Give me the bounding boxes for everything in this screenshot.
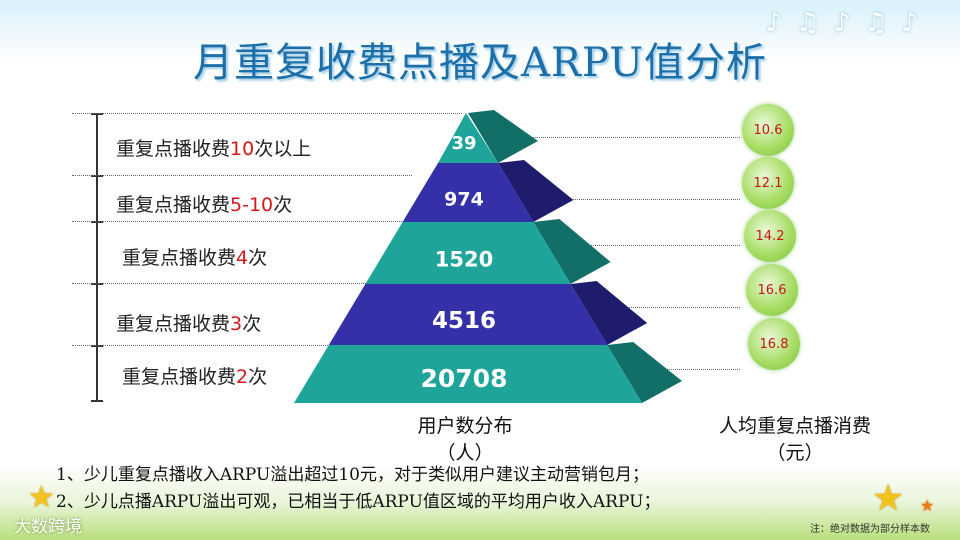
page-title: 月重复收费点播及ARPU值分析 xyxy=(193,40,767,86)
users-value-4: 4516 xyxy=(432,308,496,334)
small-star-icon: ★ xyxy=(920,496,935,515)
watermark-logo: 大数跨境 xyxy=(14,517,82,537)
level-label-prefix: 重复点播收费 xyxy=(116,313,231,335)
pyramid-layer-side-1 xyxy=(468,110,538,163)
pyramid-layer-side-3 xyxy=(533,219,611,284)
arpu-value-4: 16.6 xyxy=(746,264,798,316)
guide-line-right xyxy=(564,245,740,246)
pyramid-layer-4 xyxy=(328,284,608,345)
arpu-value-2: 12.1 xyxy=(742,157,794,209)
level-label-prefix: 重复点播收费 xyxy=(122,366,237,388)
pyramid-layer-2 xyxy=(402,163,534,222)
guide-line-right xyxy=(600,307,740,308)
pyramid-layer-side-5 xyxy=(607,342,682,403)
ruler-tick xyxy=(91,221,103,223)
level-label-count: 4 xyxy=(236,247,249,269)
ruler-tick xyxy=(91,113,103,115)
level-label-count: 2 xyxy=(236,366,249,388)
arpu-axis-label: 人均重复点播消费 xyxy=(718,415,871,437)
level-label-4: 重复点播收费3次 xyxy=(116,309,261,336)
guide-line-right xyxy=(528,199,740,200)
star-icon-right: ★ xyxy=(872,478,905,519)
arpu-axis-unit: （元） xyxy=(766,442,824,464)
level-label-suffix: 次 xyxy=(248,247,268,269)
pyramid-layer-3 xyxy=(365,222,571,284)
level-label-1: 重复点播收费10次以上 xyxy=(116,134,311,161)
users-value-2: 974 xyxy=(444,188,484,210)
level-label-suffix: 次 xyxy=(273,194,293,216)
level-label-count: 3 xyxy=(230,313,243,335)
guide-line-left xyxy=(72,175,412,176)
pyramid-layer-5 xyxy=(294,345,642,403)
pyramid-layer-side-2 xyxy=(498,160,574,222)
arpu-value-5: 16.8 xyxy=(748,318,800,370)
users-axis-caption: 用户数分布 （人） xyxy=(395,411,535,465)
users-value-5: 20708 xyxy=(421,364,508,393)
level-label-5: 重复点播收费2次 xyxy=(122,362,267,389)
level-label-count: 5-10 xyxy=(230,194,274,216)
sky-banner xyxy=(0,0,960,62)
ruler-tick xyxy=(91,283,103,285)
users-value-3: 1520 xyxy=(435,248,493,272)
level-label-suffix: 次 xyxy=(248,366,268,388)
star-icon-left: ★ xyxy=(28,480,55,515)
note-2: 2、少儿点播ARPU溢出可观，已相当于低ARPU值区域的平均用户收入ARPU； xyxy=(56,492,661,512)
arpu-value-1: 10.6 xyxy=(742,104,794,156)
arpu-axis-caption: 人均重复点播消费 （元） xyxy=(700,411,890,465)
arpu-value-3: 14.2 xyxy=(744,210,796,262)
level-label-2: 重复点播收费5-10次 xyxy=(116,190,292,217)
guide-line-right xyxy=(492,137,740,138)
note-1: 1、少儿重复点播收入ARPU溢出超过10元，对于类似用户建议主动营销包月； xyxy=(56,465,649,485)
level-label-3: 重复点播收费4次 xyxy=(122,243,267,270)
ruler-tick xyxy=(91,400,103,402)
users-value-1: 39 xyxy=(451,133,476,154)
pyramid-layer-1 xyxy=(438,113,498,163)
pyramid-layer-side-4 xyxy=(570,281,648,345)
footnote: 注：绝对数据为部分样本数 xyxy=(810,524,930,535)
ruler-tick xyxy=(91,175,103,177)
users-axis-unit: （人） xyxy=(436,442,494,464)
guide-line-left xyxy=(72,283,432,284)
level-label-prefix: 重复点播收费 xyxy=(122,247,237,269)
level-label-suffix: 次 xyxy=(242,313,262,335)
level-label-suffix: 次以上 xyxy=(254,138,312,160)
level-ruler xyxy=(96,114,98,400)
level-label-count: 10 xyxy=(230,138,255,160)
users-axis-label: 用户数分布 xyxy=(417,415,513,437)
music-notes-decoration: ♪♫♪♫♪ xyxy=(765,8,932,38)
guide-line-right xyxy=(636,369,740,370)
guide-line-left xyxy=(72,113,462,114)
level-label-prefix: 重复点播收费 xyxy=(116,138,231,160)
level-label-prefix: 重复点播收费 xyxy=(116,194,231,216)
guide-line-left xyxy=(72,221,422,222)
guide-line-left xyxy=(72,345,442,346)
ruler-tick xyxy=(91,345,103,347)
